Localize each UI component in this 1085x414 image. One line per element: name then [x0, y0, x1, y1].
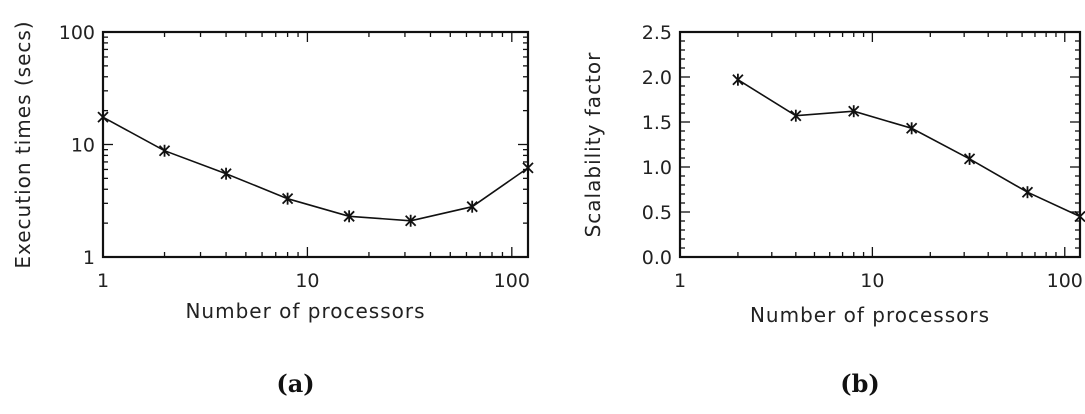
y-tick-label: 10: [71, 135, 95, 157]
x-tick-label: 100: [1047, 270, 1083, 292]
plot-frame: [678, 30, 1082, 259]
y-tick-label: 100: [59, 22, 95, 44]
panel-caption: (b): [840, 369, 880, 398]
data-point: [732, 73, 744, 86]
data-point: [158, 144, 171, 157]
data-point: [281, 192, 294, 205]
x-tick-label: 1: [97, 270, 109, 292]
series-line: [737, 79, 1081, 218]
y-tick-label: 1: [83, 247, 95, 269]
data-point: [522, 161, 534, 174]
data-point: [97, 111, 109, 124]
x-tick-label: 100: [494, 270, 530, 292]
x-axis-label: Number of processors: [185, 299, 425, 323]
y-tick-label: 2.0: [642, 67, 672, 89]
y-tick-label: 2.5: [642, 22, 672, 44]
data-point: [1021, 186, 1034, 199]
data-point: [405, 214, 417, 227]
y-tick-label: 0.0: [642, 247, 672, 269]
y-axis-label: Execution times (secs): [11, 20, 35, 268]
panel-caption: (a): [276, 369, 314, 398]
data-point: [848, 105, 860, 118]
data-point: [1074, 210, 1085, 223]
panel-b-scalability-factor: 1 10 100 0.0 0.5 1.0 1.5 2.0 2.5 Number of proces…: [581, 22, 1085, 398]
x-tick-label: 1: [674, 270, 686, 292]
y-tick-label: 0.5: [642, 202, 672, 224]
plot-frame: [101, 30, 530, 259]
series-line: [102, 116, 529, 222]
data-point: [963, 152, 976, 165]
data-point: [220, 167, 232, 180]
x-tick-label: 10: [860, 270, 884, 292]
panel-a-execution-times: 1 10 100 1 10 100 Number of processors Executio…: [11, 20, 534, 398]
data-point: [790, 109, 802, 122]
data-point: [343, 210, 355, 223]
x-tick-label: 10: [295, 270, 319, 292]
data-point: [906, 122, 918, 135]
data-point: [466, 200, 478, 213]
y-tick-label: 1.0: [642, 157, 672, 179]
x-axis-label: Number of processors: [750, 303, 990, 327]
y-axis-label: Scalability factor: [581, 52, 605, 238]
y-tick-label: 1.5: [642, 112, 672, 134]
